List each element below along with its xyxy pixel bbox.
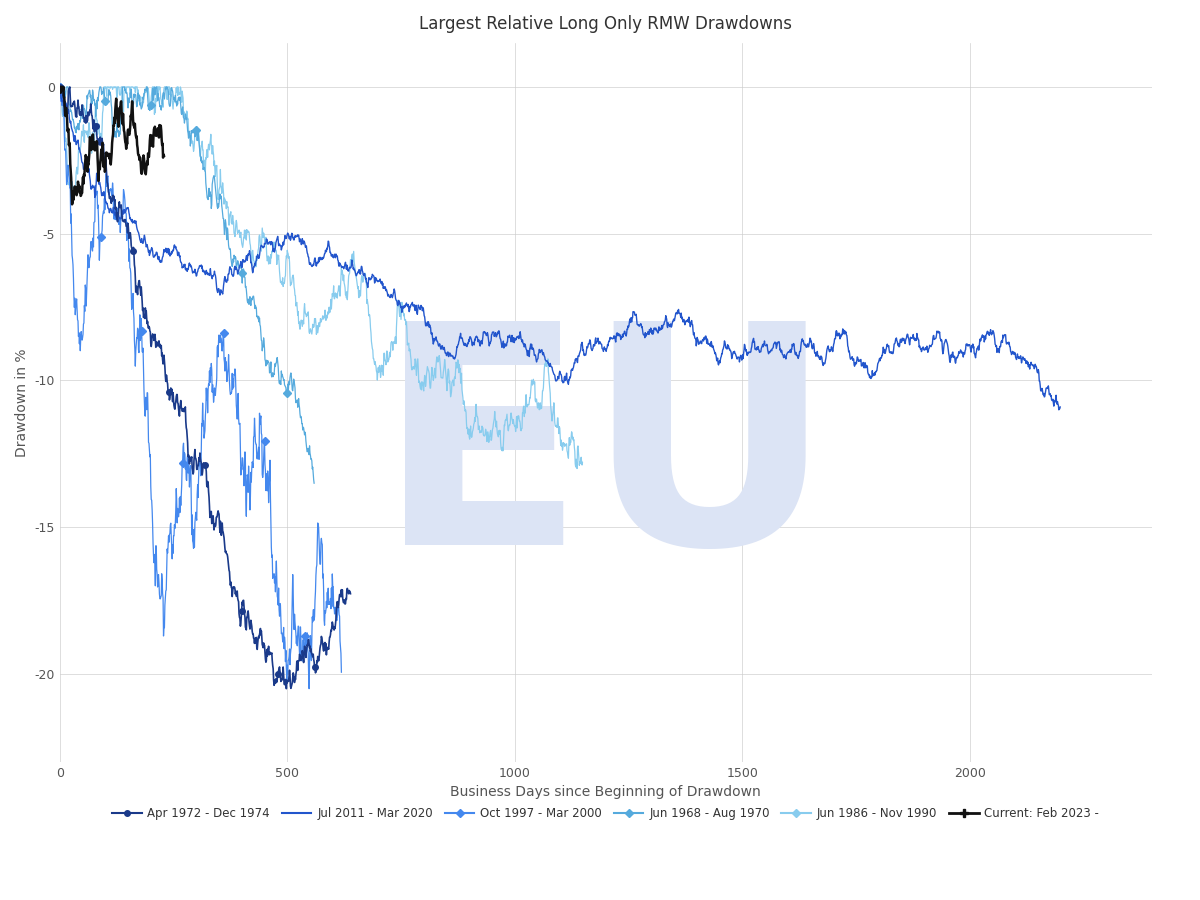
- Text: EU: EU: [378, 311, 834, 608]
- X-axis label: Business Days since Beginning of Drawdown: Business Days since Beginning of Drawdow…: [450, 786, 761, 799]
- Legend: Apr 1972 - Dec 1974, Jul 2011 - Mar 2020, Oct 1997 - Mar 2000, Jun 1968 - Aug 19: Apr 1972 - Dec 1974, Jul 2011 - Mar 2020…: [107, 802, 1104, 824]
- Y-axis label: Drawdown in %: Drawdown in %: [14, 348, 29, 456]
- Title: Largest Relative Long Only RMW Drawdowns: Largest Relative Long Only RMW Drawdowns: [419, 15, 792, 33]
